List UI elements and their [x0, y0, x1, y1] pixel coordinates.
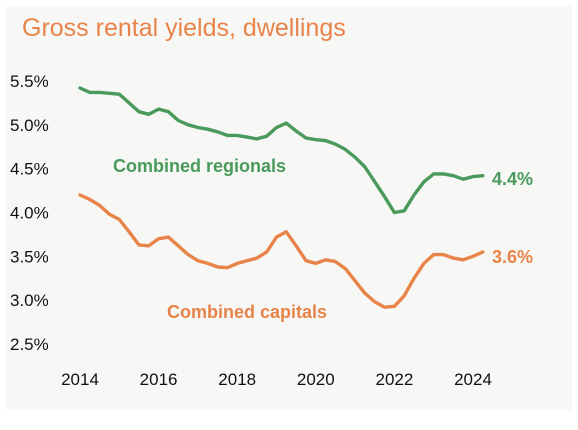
- capitals-end-label: 3.6%: [492, 247, 533, 267]
- x-tick-label: 2020: [297, 370, 335, 389]
- regionals-end-label: 4.4%: [492, 169, 533, 189]
- y-tick-label: 4.5%: [10, 160, 49, 179]
- x-tick-label: 2024: [454, 370, 492, 389]
- y-tick-label: 3.5%: [10, 247, 49, 266]
- regionals-series-label: Combined regionals: [113, 156, 286, 176]
- y-tick-label: 5.5%: [10, 72, 49, 91]
- x-tick-label: 2022: [375, 370, 413, 389]
- x-tick-label: 2018: [218, 370, 256, 389]
- regionals-line: [78, 86, 485, 215]
- x-tick-label: 2016: [140, 370, 178, 389]
- x-tick-label: 2014: [61, 370, 99, 389]
- y-tick-label: 3.0%: [10, 291, 49, 310]
- y-tick-label: 5.0%: [10, 116, 49, 135]
- y-tick-label: 2.5%: [10, 335, 49, 354]
- capitals-line: [78, 193, 485, 309]
- y-tick-label: 4.0%: [10, 204, 49, 223]
- chart-title: Gross rental yields, dwellings: [22, 14, 346, 42]
- capitals-series-label: Combined capitals: [167, 302, 327, 322]
